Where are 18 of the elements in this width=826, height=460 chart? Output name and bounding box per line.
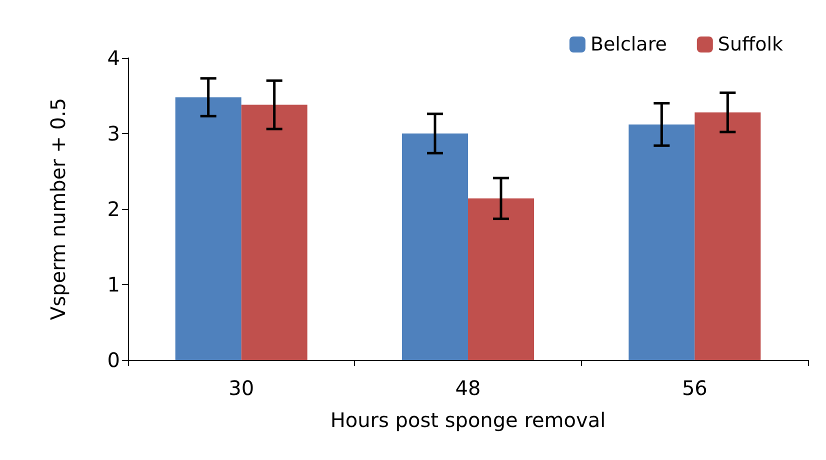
y-tick-label: 4 xyxy=(107,46,120,70)
y-tick-label: 0 xyxy=(107,348,120,372)
x-axis-title: Hours post sponge removal xyxy=(330,408,606,432)
x-tick-label: 30 xyxy=(228,376,254,400)
y-tick-label: 1 xyxy=(107,272,120,296)
y-axis-title: Vsperm number + 0.5 xyxy=(46,98,70,320)
x-tick-label: 56 xyxy=(682,376,708,400)
bar xyxy=(402,134,468,360)
bar xyxy=(694,112,761,360)
y-tick-label: 3 xyxy=(107,122,120,146)
bar xyxy=(241,104,308,360)
bar xyxy=(175,97,242,360)
x-tick-label: 48 xyxy=(455,376,481,400)
legend-label: Belclare xyxy=(590,34,667,56)
bar xyxy=(628,124,695,360)
legend-label: Suffolk xyxy=(718,34,784,56)
bar xyxy=(468,198,534,360)
y-tick-label: 2 xyxy=(107,197,120,221)
